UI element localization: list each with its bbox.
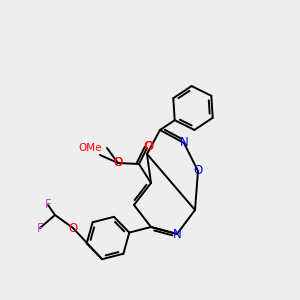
Text: F: F bbox=[45, 199, 51, 212]
Text: O: O bbox=[68, 221, 78, 235]
Text: OMe: OMe bbox=[79, 143, 102, 153]
Text: O: O bbox=[194, 164, 202, 178]
Text: O: O bbox=[144, 140, 154, 152]
Text: O: O bbox=[113, 157, 123, 169]
Text: N: N bbox=[180, 136, 188, 149]
Text: O: O bbox=[143, 140, 153, 154]
Text: F: F bbox=[37, 221, 43, 235]
Text: O: O bbox=[113, 157, 123, 169]
Text: N: N bbox=[172, 229, 182, 242]
